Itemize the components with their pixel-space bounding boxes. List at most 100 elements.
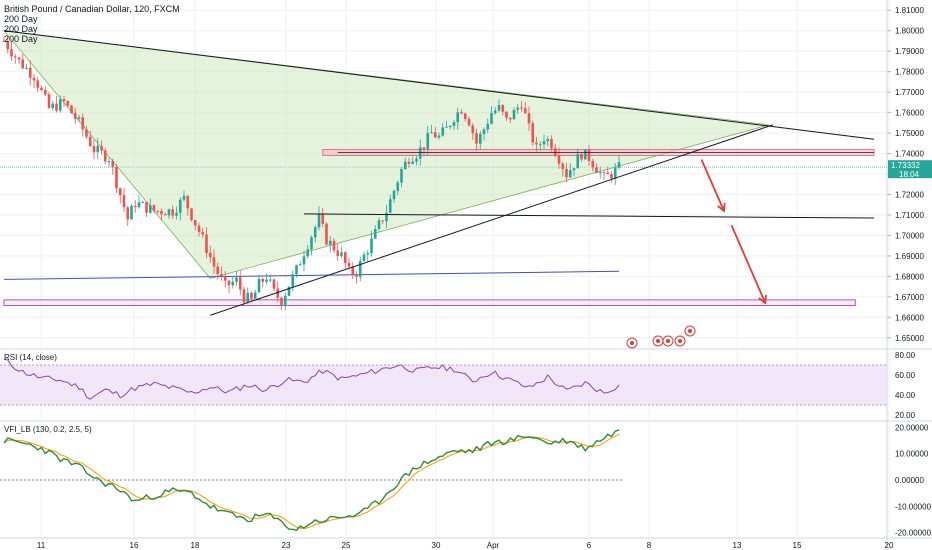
candle-body bbox=[610, 174, 613, 179]
vfi-panel[interactable]: VFI_LB (130, 0.2, 2.5, 5) 20.00000 10.0000… bbox=[0, 423, 932, 538]
price-tick-label: 1.81000 bbox=[895, 6, 924, 15]
candle-body bbox=[201, 232, 205, 235]
candle-body bbox=[321, 214, 325, 224]
candle-body bbox=[460, 112, 463, 114]
candle-body bbox=[433, 132, 437, 138]
candle-body bbox=[355, 274, 358, 277]
candle-body bbox=[212, 257, 216, 267]
candle-body bbox=[437, 135, 441, 138]
price-tick-label: 1.66000 bbox=[895, 313, 924, 322]
candle-body bbox=[25, 67, 28, 69]
study-label: 200 Day bbox=[4, 24, 38, 34]
candle-body bbox=[561, 163, 565, 169]
candle-body bbox=[216, 266, 220, 274]
candle-body bbox=[77, 117, 81, 119]
vfi-tick-label: -10.00000 bbox=[895, 502, 932, 511]
candle-body bbox=[280, 297, 283, 307]
candle-body bbox=[602, 172, 606, 174]
candle-body bbox=[392, 190, 396, 200]
candle-body bbox=[583, 149, 587, 160]
candle-body bbox=[58, 99, 62, 111]
candle-body bbox=[381, 220, 385, 222]
candle-body bbox=[482, 129, 486, 135]
candle-body bbox=[328, 240, 332, 245]
candle-body bbox=[613, 167, 617, 179]
price-tick-label: 1.74000 bbox=[895, 150, 924, 159]
candle-body bbox=[471, 125, 475, 134]
candle-body bbox=[190, 208, 193, 221]
candle-body bbox=[171, 209, 175, 216]
candle-body bbox=[261, 278, 265, 282]
candle-body bbox=[246, 292, 250, 303]
candle-body bbox=[370, 238, 373, 254]
candle-body bbox=[148, 205, 152, 213]
candle-body bbox=[486, 123, 490, 130]
economic-event-icon-dot bbox=[666, 339, 670, 343]
candle-body bbox=[36, 80, 40, 88]
drawing-layer-front[interactable] bbox=[3, 30, 875, 316]
candle-body bbox=[88, 136, 92, 147]
candle-body bbox=[133, 205, 137, 207]
candle-body bbox=[73, 113, 77, 119]
candle-body bbox=[512, 109, 516, 120]
candle-body bbox=[591, 160, 595, 168]
candle-body bbox=[516, 107, 520, 110]
candle-body bbox=[325, 223, 328, 245]
candle-body bbox=[463, 113, 467, 120]
time-tick-label: 11 bbox=[37, 541, 46, 550]
candle-body bbox=[152, 205, 156, 211]
time-tick-label: 13 bbox=[733, 541, 742, 550]
price-tick-label: 1.76000 bbox=[895, 109, 924, 118]
candle-body bbox=[268, 279, 272, 281]
candle-body bbox=[205, 234, 208, 254]
candle-body bbox=[445, 126, 448, 128]
moving-average-line bbox=[3, 270, 620, 280]
candle-body bbox=[186, 195, 190, 209]
event-icons[interactable] bbox=[626, 325, 696, 349]
candle-body bbox=[595, 167, 598, 173]
price-tick-label: 1.79000 bbox=[895, 47, 924, 56]
candle-body bbox=[85, 129, 88, 137]
candle-body bbox=[426, 133, 430, 150]
price-tick-label: 1.78000 bbox=[895, 68, 924, 77]
study-label: 200 Day bbox=[4, 34, 38, 44]
candle-body bbox=[111, 161, 115, 167]
candle-body bbox=[145, 201, 148, 213]
candle-body bbox=[527, 113, 531, 124]
candle-body bbox=[231, 281, 235, 286]
rsi-panel[interactable]: RSI (14, close) 80.00 60.00 40.00 20.00 bbox=[0, 351, 916, 420]
candle-body bbox=[490, 113, 493, 124]
candle-body bbox=[598, 172, 602, 174]
candle-body bbox=[351, 266, 355, 275]
candle-body bbox=[160, 210, 163, 215]
price-tick-label: 1.68000 bbox=[895, 272, 924, 281]
candle-body bbox=[508, 117, 512, 120]
candle-body bbox=[223, 276, 227, 281]
candle-body bbox=[6, 41, 10, 50]
candle-body bbox=[13, 56, 17, 58]
candle-body bbox=[388, 199, 392, 213]
candle-body bbox=[283, 295, 287, 307]
candle-body bbox=[546, 139, 550, 142]
candle-body bbox=[373, 228, 377, 239]
candle-body bbox=[452, 122, 456, 126]
time-axis[interactable]: 11 16 18 23 25 30 Apr 6 8 13 15 20 bbox=[37, 541, 894, 550]
candle-body bbox=[250, 292, 253, 299]
candle-body bbox=[96, 145, 100, 153]
time-tick-label: Apr bbox=[487, 541, 500, 550]
vfi-signal-line bbox=[3, 433, 620, 530]
candle-body bbox=[156, 210, 160, 212]
candle-body bbox=[92, 146, 96, 153]
candle-body bbox=[257, 278, 261, 293]
price-axis[interactable]: 1.81000 1.80000 1.79000 1.78000 1.77000 1.760… bbox=[887, 6, 932, 343]
ascending-trendline bbox=[210, 124, 773, 316]
candle-body bbox=[456, 112, 460, 123]
candle-body bbox=[178, 199, 182, 213]
price-tick-label: 1.65000 bbox=[895, 334, 924, 343]
candle-body bbox=[580, 154, 583, 160]
candle-body bbox=[28, 67, 32, 78]
candle-body bbox=[403, 161, 407, 170]
candle-body bbox=[55, 103, 58, 111]
candle-body bbox=[542, 141, 546, 145]
